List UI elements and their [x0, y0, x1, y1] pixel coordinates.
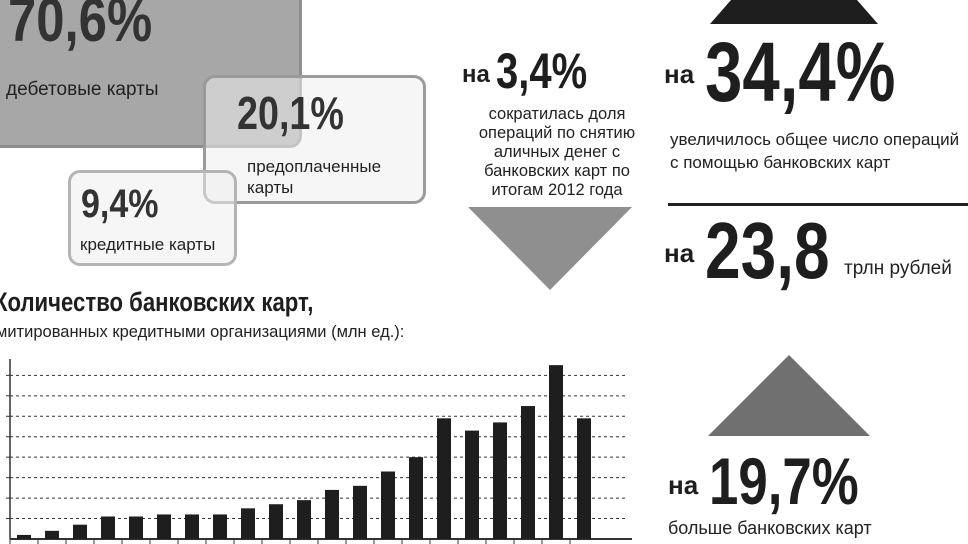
debit-share-value: 70,6% [8, 0, 153, 55]
cards-value: 19,7% [708, 444, 859, 518]
bar [129, 516, 143, 539]
volume-prefix: на [664, 238, 695, 268]
bar [437, 418, 451, 539]
operations-value: 34,4% [704, 25, 896, 119]
prepaid-share-box [203, 75, 426, 204]
cash-share-stat: на 3,4% [462, 46, 610, 96]
bar [73, 524, 87, 539]
bar [353, 485, 367, 539]
bar [45, 530, 59, 539]
bar-chart [6, 359, 632, 544]
credit-share-box [68, 170, 237, 266]
chart-title: Количество банковских карт, [0, 287, 314, 317]
operations-text: увеличилось общее число операций с помощ… [670, 130, 960, 172]
credit-share-label: кредитные карты [80, 235, 216, 254]
operations-prefix: на [664, 59, 695, 89]
volume-value: 23,8 [704, 206, 830, 295]
prepaid-share-label: предоплаченные карты [247, 157, 382, 197]
bar [297, 500, 311, 539]
divider [668, 203, 968, 206]
bar [409, 457, 423, 539]
bar [185, 514, 199, 539]
bar [157, 514, 171, 539]
bar [549, 365, 563, 539]
bar [577, 418, 591, 539]
chart-subtitle: митированных кредитными организациями (м… [0, 323, 405, 341]
bar [241, 508, 255, 539]
bar [521, 406, 535, 539]
volume-stat: на 23,8 [664, 211, 860, 291]
debit-share-label: дебетовые карты [6, 79, 159, 100]
volume-unit: трлн рублей [844, 258, 952, 279]
operations-stat: на 34,4% [664, 30, 943, 114]
cash-share-prefix: на [462, 61, 490, 88]
bar [381, 471, 395, 539]
bar [465, 430, 479, 539]
prepaid-share-value: 20,1% [237, 87, 344, 139]
bar [493, 422, 507, 539]
cards-prefix: на [668, 470, 699, 500]
bar [325, 489, 339, 539]
credit-share-value: 9,4% [81, 182, 159, 226]
cards-stat: на 19,7% [668, 448, 896, 514]
cash-share-text: сократилась доля операций по снятию алич… [478, 105, 636, 199]
bar [269, 504, 283, 539]
bar [17, 534, 31, 539]
bar [101, 516, 115, 539]
cash-share-value: 3,4% [496, 43, 588, 99]
cards-text: больше банковских карт [668, 518, 872, 538]
bar [213, 514, 227, 539]
